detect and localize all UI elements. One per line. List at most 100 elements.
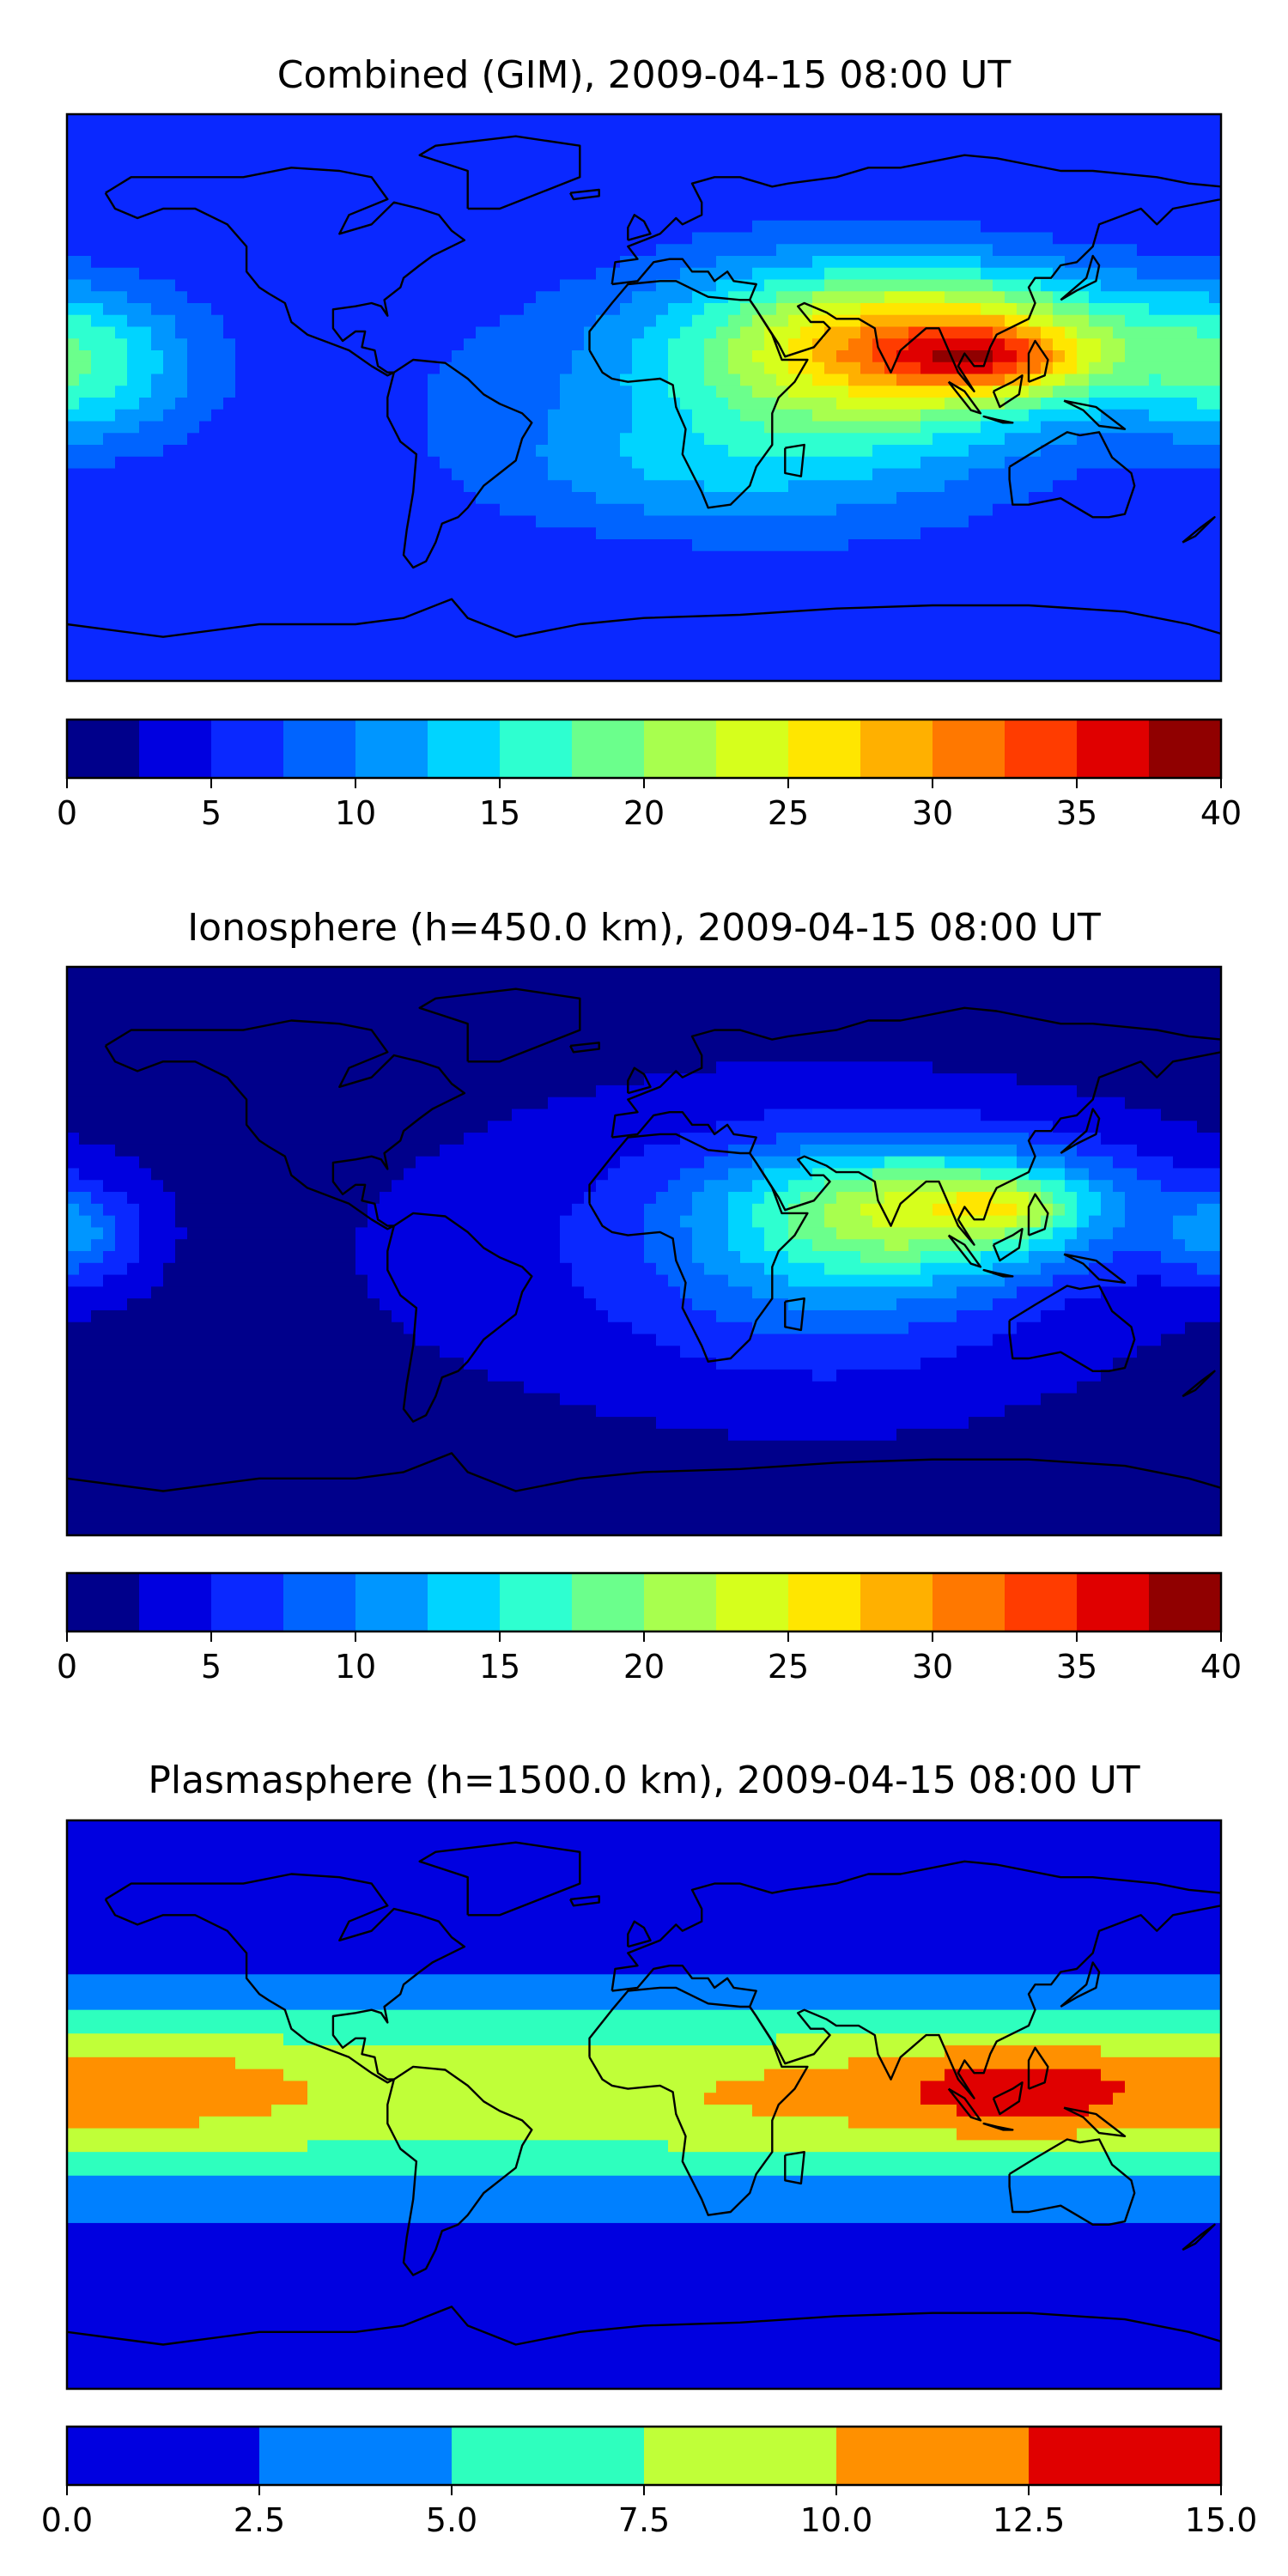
- heatmap-cell: [1149, 256, 1162, 269]
- heatmap-cell: [259, 173, 272, 186]
- heatmap-cell: [1209, 267, 1221, 281]
- heatmap-cell: [524, 314, 537, 328]
- heatmap-cell: [945, 586, 957, 599]
- heatmap-cell: [1173, 232, 1186, 245]
- heatmap-cell: [115, 279, 128, 292]
- heatmap-cell: [1065, 173, 1078, 186]
- heatmap-cell: [1077, 550, 1090, 564]
- heatmap-cell: [872, 586, 885, 599]
- heatmap-cell: [1053, 539, 1066, 552]
- colorbar-swatch: [355, 720, 428, 778]
- heatmap-cell: [476, 125, 489, 139]
- heatmap-cell: [271, 527, 284, 540]
- heatmap-cell: [788, 137, 801, 150]
- heatmap-cell: [957, 326, 969, 339]
- heatmap-cell: [536, 361, 549, 375]
- heatmap-cell: [1173, 657, 1186, 670]
- heatmap-cell: [67, 149, 80, 162]
- heatmap-cell: [440, 409, 453, 422]
- heatmap-cell: [524, 114, 537, 127]
- heatmap-cell: [91, 1286, 104, 1299]
- heatmap-cell: [175, 338, 188, 351]
- heatmap-cell: [355, 326, 368, 339]
- heatmap-cell: [1173, 622, 1186, 635]
- heatmap-cell: [812, 574, 825, 587]
- heatmap-cell: [572, 125, 585, 139]
- heatmap-cell: [103, 244, 116, 257]
- heatmap-cell: [416, 197, 428, 210]
- heatmap-cell: [680, 303, 693, 316]
- heatmap-cell: [644, 197, 657, 210]
- heatmap-cell: [680, 409, 693, 422]
- heatmap-cell: [1161, 291, 1174, 304]
- heatmap-cell: [920, 149, 933, 162]
- heatmap-cell: [872, 374, 885, 386]
- heatmap-cell: [343, 232, 356, 245]
- heatmap-cell: [151, 386, 164, 398]
- heatmap-cell: [728, 468, 741, 481]
- heatmap-cell: [331, 291, 344, 304]
- heatmap-cell: [1197, 398, 1210, 410]
- heatmap-cell: [836, 374, 849, 386]
- heatmap-cell: [380, 480, 392, 493]
- heatmap-cell: [572, 503, 585, 517]
- heatmap-cell: [933, 350, 945, 363]
- heatmap-cell: [79, 1417, 92, 1430]
- heatmap-cell: [716, 125, 729, 139]
- heatmap-cell: [283, 149, 296, 162]
- heatmap-cell: [764, 657, 777, 670]
- heatmap-cell: [993, 539, 1005, 552]
- heatmap-cell: [908, 173, 921, 186]
- heatmap-cell: [79, 1061, 92, 1074]
- heatmap-cell: [957, 244, 969, 257]
- heatmap-cell: [644, 598, 657, 611]
- heatmap-cell: [319, 550, 332, 564]
- heatmap-cell: [1125, 527, 1138, 540]
- heatmap-cell: [836, 137, 849, 150]
- heatmap-cell: [945, 267, 957, 281]
- heatmap-cell: [969, 622, 981, 635]
- heatmap-cell: [536, 527, 549, 540]
- heatmap-cell: [199, 515, 212, 528]
- heatmap-cell: [836, 527, 849, 540]
- heatmap-cell: [680, 137, 693, 150]
- heatmap-cell: [728, 433, 741, 446]
- heatmap-cell: [1041, 291, 1054, 304]
- heatmap-cell: [1101, 244, 1114, 257]
- heatmap-cell: [259, 267, 272, 281]
- heatmap-cell: [620, 386, 633, 398]
- heatmap-cell: [307, 634, 320, 647]
- heatmap-cell: [440, 173, 453, 186]
- heatmap-cell: [79, 1156, 92, 1170]
- heatmap-cell: [945, 244, 957, 257]
- heatmap-cell: [776, 149, 789, 162]
- heatmap-cell: [1089, 303, 1102, 316]
- heatmap-cell: [824, 244, 837, 257]
- heatmap-cell: [572, 586, 585, 599]
- heatmap-cell: [67, 161, 80, 174]
- heatmap-cell: [163, 326, 176, 339]
- heatmap-cell: [860, 326, 873, 339]
- heatmap-cell: [1077, 338, 1090, 351]
- heatmap-cell: [668, 456, 681, 470]
- heatmap-cell: [307, 244, 320, 257]
- heatmap-cell: [404, 492, 416, 505]
- heatmap-cell: [776, 574, 789, 587]
- heatmap-cell: [1185, 279, 1198, 292]
- heatmap-cell: [704, 197, 717, 210]
- heatmap-cell: [139, 622, 152, 635]
- heatmap-cell: [764, 409, 777, 422]
- heatmap-cell: [1209, 185, 1221, 197]
- heatmap-cell: [716, 338, 729, 351]
- heatmap-cell: [355, 634, 368, 647]
- heatmap-cell: [1017, 468, 1030, 481]
- heatmap-cell: [957, 669, 969, 681]
- heatmap-cell: [163, 267, 176, 281]
- heatmap-cell: [620, 232, 633, 245]
- heatmap-cell: [247, 421, 260, 434]
- heatmap-cell: [151, 610, 164, 623]
- heatmap-cell: [1173, 515, 1186, 528]
- heatmap-cell: [536, 634, 549, 647]
- heatmap-cell: [981, 374, 993, 386]
- heatmap-cell: [259, 409, 272, 422]
